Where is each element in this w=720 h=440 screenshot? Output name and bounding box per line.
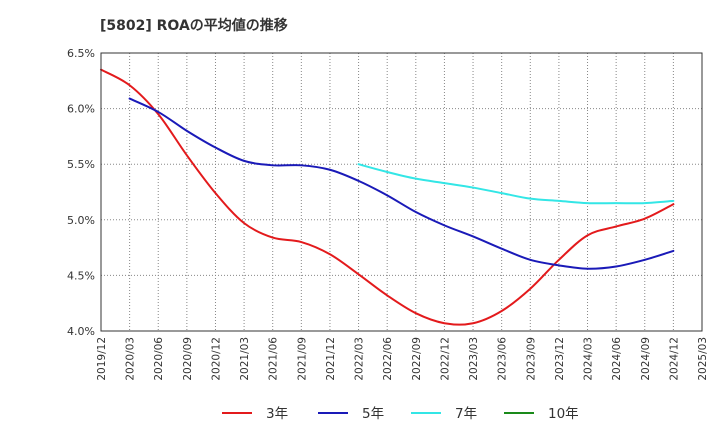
x-tick-label: 2020/12 [210, 337, 222, 381]
series-line-1 [100, 68, 675, 326]
x-tick-label: 2021/09 [296, 337, 308, 381]
gridlines [101, 53, 702, 331]
x-tick-label: 2023/09 [525, 337, 537, 381]
x-tick-label: 2022/03 [354, 337, 366, 381]
x-tick-label: 2022/09 [411, 337, 423, 381]
y-axis-tick-labels: 4.0% 4.5% 5.0% 5.5% 6.0% 6.5% [67, 47, 95, 338]
legend-label: 5年 [362, 406, 384, 422]
y-tick-label: 5.5% [67, 158, 95, 171]
legend-label: 7年 [455, 406, 477, 422]
x-tick-label: 2023/03 [468, 337, 480, 381]
x-axis-tick-labels: 2019/12 2020/03 2020/06 2020/09 2020/12 2021/… [96, 337, 709, 381]
x-tick-label: 2023/12 [554, 337, 566, 381]
x-tick-label: 2025/03 [697, 337, 709, 381]
x-tick-label: 2024/03 [583, 337, 595, 381]
x-tick-label: 2021/12 [325, 337, 337, 381]
series-line-3 [357, 163, 675, 205]
x-tick-label: 2019/12 [96, 337, 108, 381]
y-tick-label: 6.5% [67, 47, 95, 60]
legend-label: 10年 [548, 406, 579, 422]
series-line-2 [128, 97, 675, 270]
y-tick-label: 6.0% [67, 103, 95, 116]
x-tick-label: 2024/09 [640, 337, 652, 381]
series-lines [100, 68, 675, 326]
x-tick-label: 2023/06 [497, 337, 509, 381]
x-tick-label: 2024/12 [668, 337, 680, 381]
legend: 3年 5年 7年 10年 [222, 406, 579, 422]
y-tick-label: 4.5% [67, 269, 95, 282]
y-tick-label: 4.0% [67, 325, 95, 338]
x-tick-label: 2020/03 [125, 337, 137, 381]
plot-area-frame [100, 52, 703, 332]
x-tick-label: 2022/06 [382, 337, 394, 381]
chart-title: [5802] ROAの平均値の推移 [100, 17, 288, 34]
x-tick-label: 2024/06 [611, 337, 623, 381]
x-tick-label: 2020/06 [153, 337, 165, 381]
legend-label: 3年 [266, 406, 288, 422]
x-tick-label: 2021/03 [239, 337, 251, 381]
x-tick-label: 2022/12 [439, 337, 451, 381]
x-tick-label: 2021/06 [268, 337, 280, 381]
x-tick-label: 2020/09 [182, 337, 194, 381]
y-tick-label: 5.0% [67, 214, 95, 227]
